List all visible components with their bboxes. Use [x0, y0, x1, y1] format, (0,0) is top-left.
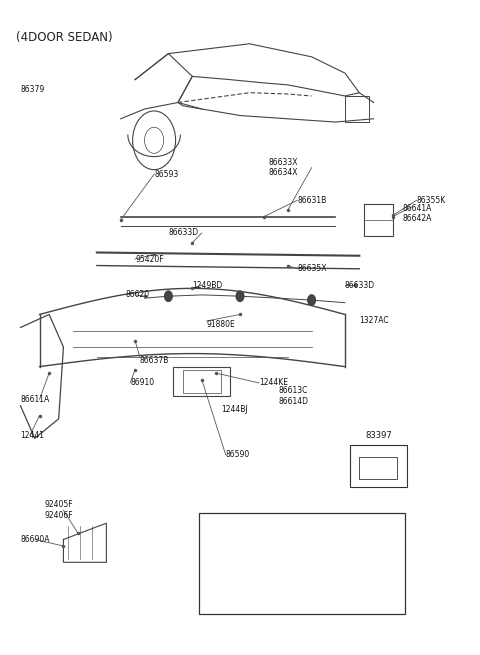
- Circle shape: [308, 295, 315, 305]
- Text: (4DOOR SEDAN): (4DOOR SEDAN): [16, 31, 112, 44]
- Text: 86633X
86634X: 86633X 86634X: [269, 158, 298, 178]
- Text: 86637B: 86637B: [140, 356, 169, 365]
- Text: 86379: 86379: [21, 85, 45, 94]
- Text: 83397: 83397: [369, 479, 393, 489]
- Text: 86593F: 86593F: [211, 528, 240, 537]
- Text: 86611A: 86611A: [21, 395, 50, 403]
- Bar: [350, 445, 407, 487]
- Text: 86593: 86593: [154, 170, 179, 179]
- Text: 1244KE: 1244KE: [259, 379, 288, 388]
- Text: 1249BD: 1249BD: [192, 280, 223, 290]
- Bar: [173, 367, 230, 396]
- Text: 95420F: 95420F: [135, 255, 164, 263]
- Text: 86613C
86614D: 86613C 86614D: [278, 386, 308, 405]
- Text: 86620: 86620: [125, 290, 150, 299]
- Bar: [183, 370, 221, 393]
- Polygon shape: [321, 573, 335, 593]
- Circle shape: [236, 291, 244, 301]
- Text: 1244BJ: 1244BJ: [221, 405, 248, 413]
- Circle shape: [165, 291, 172, 301]
- Text: 1249LG: 1249LG: [262, 528, 291, 537]
- Text: 86633D: 86633D: [168, 229, 199, 237]
- Text: 1327AC: 1327AC: [360, 316, 389, 326]
- Text: 86355K: 86355K: [417, 196, 446, 205]
- Text: 86910: 86910: [130, 379, 155, 388]
- Bar: [345, 96, 369, 122]
- Text: 86690A: 86690A: [21, 535, 50, 544]
- Text: 1335AA: 1335AA: [312, 528, 343, 537]
- Text: 86635X: 86635X: [297, 265, 327, 273]
- Text: 86641A
86642A: 86641A 86642A: [402, 204, 432, 223]
- Bar: [199, 514, 405, 614]
- Text: 91880E: 91880E: [206, 320, 235, 329]
- Text: 92405F
92406F: 92405F 92406F: [44, 500, 73, 520]
- Text: 83397: 83397: [365, 431, 392, 440]
- Text: 12441: 12441: [21, 430, 45, 440]
- Text: 86631B: 86631B: [297, 196, 326, 205]
- Text: 1249PF: 1249PF: [365, 528, 393, 537]
- Text: 86590: 86590: [226, 450, 250, 459]
- Text: 86633D: 86633D: [345, 280, 375, 290]
- Bar: [360, 457, 397, 479]
